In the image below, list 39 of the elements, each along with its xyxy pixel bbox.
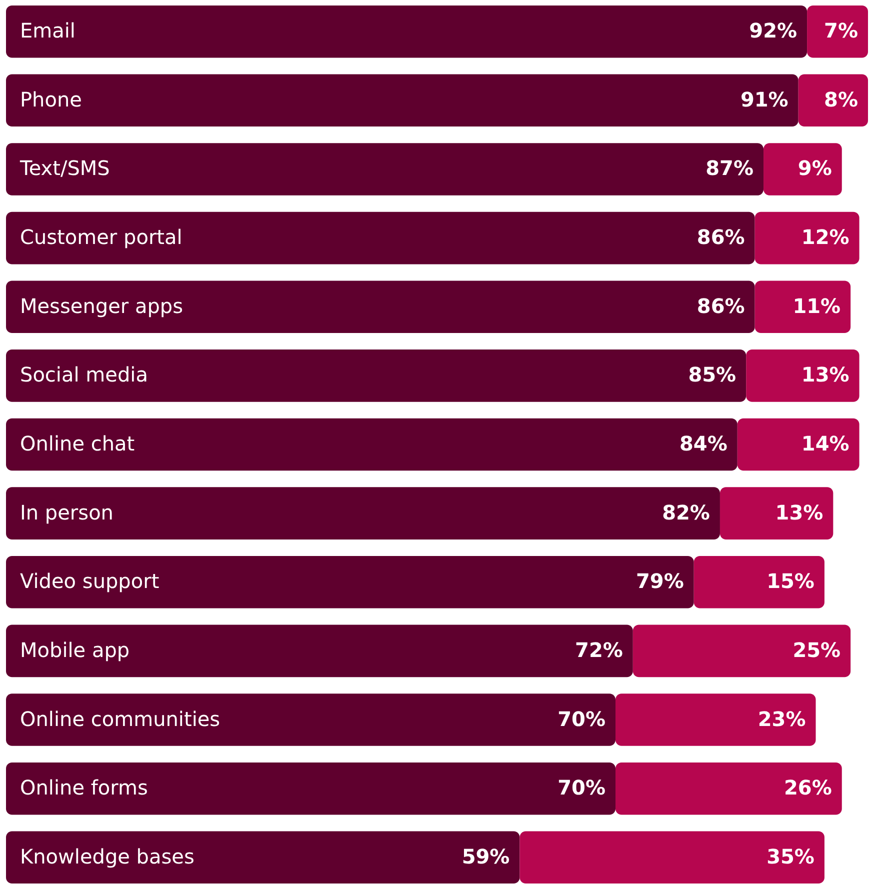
data-label: 86% — [696, 294, 745, 318]
y-tick-label: Social media — [20, 362, 148, 387]
data-label: 26% — [784, 776, 832, 800]
data-label: 84% — [680, 432, 728, 456]
data-label: 23% — [758, 706, 806, 731]
data-label: 13% — [801, 362, 850, 387]
data-label: 70% — [558, 706, 606, 731]
y-tick-label: Text/SMS — [19, 156, 110, 180]
y-tick-label: Online chat — [20, 432, 135, 456]
y-tick-label: Mobile app — [20, 638, 130, 662]
data-label: 11% — [792, 294, 841, 318]
y-tick-label: Phone — [20, 87, 82, 112]
data-label: 87% — [706, 156, 754, 180]
y-tick-label: Online forms — [20, 776, 148, 800]
data-label: 9% — [798, 156, 832, 180]
data-label: 82% — [662, 500, 710, 524]
data-label: 59% — [462, 844, 510, 868]
data-label: 92% — [749, 18, 798, 43]
y-tick-label: Email — [20, 18, 76, 43]
data-label: 70% — [558, 776, 606, 800]
data-label: 14% — [801, 432, 850, 456]
y-tick-label: In person — [20, 500, 114, 524]
data-label: 86% — [696, 225, 745, 250]
data-label: 12% — [801, 225, 850, 250]
y-tick-label: Video support — [20, 569, 160, 594]
data-label: 15% — [766, 569, 814, 594]
data-label: 35% — [766, 844, 814, 868]
data-label: 13% — [775, 500, 824, 524]
data-label: 7% — [824, 18, 858, 43]
data-label: 25% — [792, 638, 841, 662]
y-tick-label: Customer portal — [20, 225, 182, 250]
data-label: 85% — [688, 362, 736, 387]
data-label: 8% — [824, 87, 858, 112]
y-tick-label: Knowledge bases — [20, 844, 194, 868]
data-label: 79% — [636, 569, 684, 594]
data-label: 72% — [575, 638, 623, 662]
data-label: 91% — [740, 87, 788, 112]
y-tick-label: Messenger apps — [20, 294, 184, 318]
y-tick-label: Online communities — [20, 706, 220, 731]
